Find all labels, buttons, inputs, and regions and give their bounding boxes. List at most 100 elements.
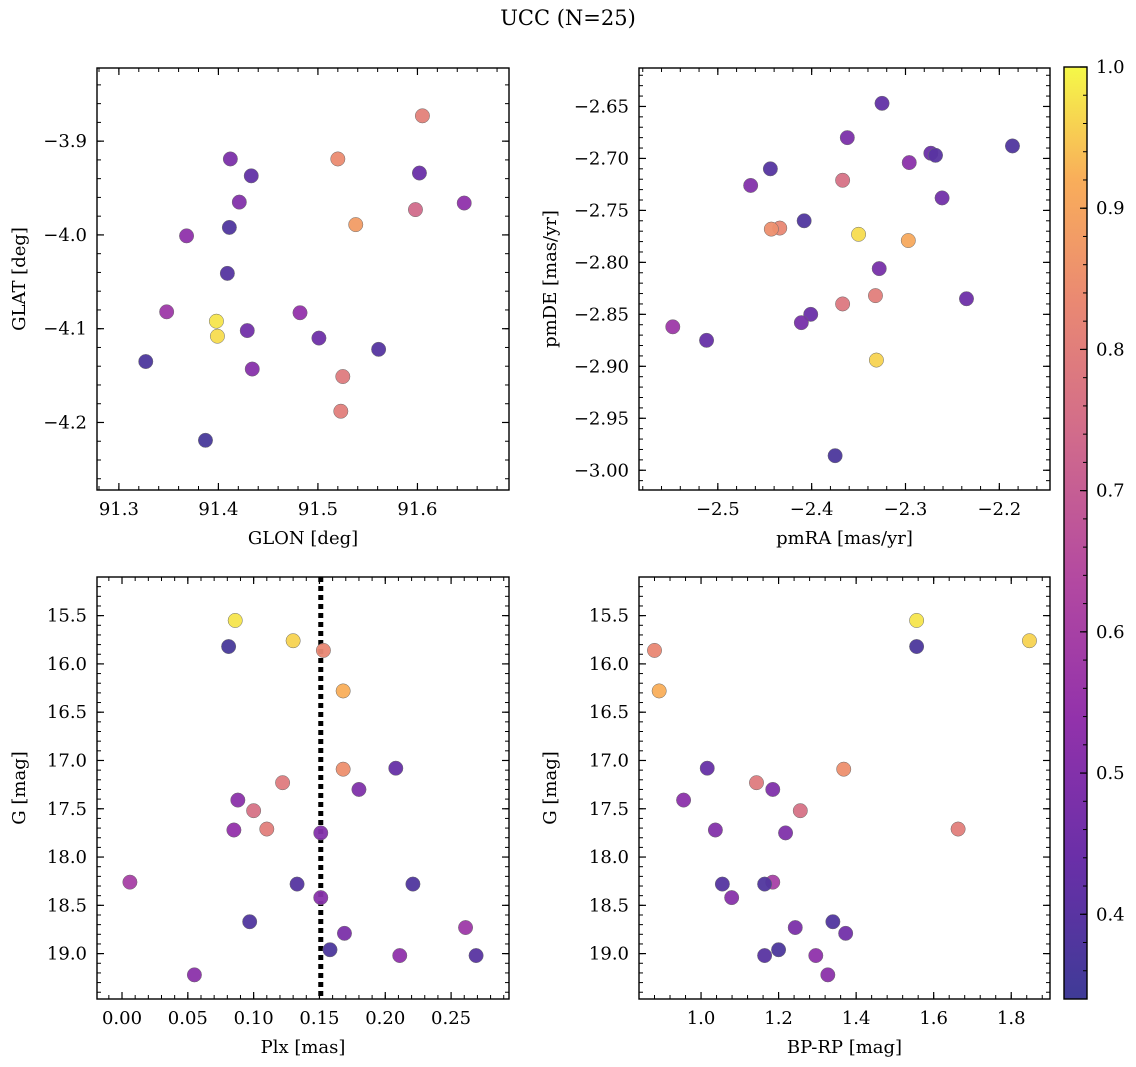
data-point — [186, 967, 202, 983]
data-point — [313, 890, 329, 906]
data-point — [315, 642, 331, 658]
data-point — [707, 822, 723, 838]
data-point — [950, 821, 966, 837]
x-tick-label: 1.6 — [919, 1008, 948, 1029]
data-point — [724, 890, 740, 906]
data-point — [414, 108, 430, 124]
x-tick-label: 91.5 — [298, 499, 338, 520]
data-point — [909, 613, 925, 628]
x-axis-label: pmRA [mas/yr] — [776, 528, 913, 549]
colorbar-tick-label: 0.4 — [1096, 904, 1125, 925]
y-axis-label: G [mag] — [540, 751, 561, 824]
data-point — [749, 775, 764, 791]
x-tick-label: 0.15 — [299, 1008, 339, 1029]
data-point — [335, 369, 351, 384]
data-point — [1005, 138, 1020, 154]
data-point — [227, 613, 243, 628]
data-point — [835, 296, 851, 312]
data-point — [838, 925, 854, 941]
data-point — [699, 760, 715, 776]
data-point — [771, 942, 787, 958]
axes-frame — [96, 67, 510, 491]
data-point — [647, 642, 662, 658]
data-point — [221, 639, 237, 654]
data-point — [405, 876, 421, 892]
y-tick-label: −4.0 — [43, 225, 87, 246]
data-point — [337, 925, 352, 941]
y-axis-label: pmDE [mas/yr] — [540, 210, 561, 348]
data-point — [179, 228, 195, 244]
data-point — [209, 328, 225, 344]
y-tick-label: 17.5 — [47, 799, 87, 820]
x-tick-label: 0.05 — [168, 1008, 208, 1029]
y-tick-label: 18.0 — [589, 847, 629, 868]
data-point — [243, 168, 259, 184]
data-point — [839, 130, 855, 146]
data-point — [1021, 633, 1037, 649]
data-point — [259, 821, 275, 837]
data-point — [651, 683, 667, 699]
data-point — [808, 948, 824, 963]
y-tick-label: 18.0 — [47, 847, 87, 868]
panel-2: −2.5 −2.4 −2.3 −2.2 −2.65 −2.70 −2.75 −2.80 −2.8… — [540, 67, 1051, 549]
data-point — [909, 639, 925, 654]
y-tick-label: 17.0 — [47, 750, 87, 771]
data-point — [208, 313, 224, 329]
data-point — [122, 874, 138, 890]
data-point — [900, 233, 916, 248]
data-point — [371, 341, 387, 357]
data-point — [411, 165, 427, 181]
y-tick-label: −2.95 — [574, 408, 629, 429]
data-point — [198, 432, 213, 448]
y-tick-label: 17.5 — [589, 799, 629, 820]
x-tick-label: 1.4 — [842, 1008, 871, 1029]
data-point — [757, 948, 773, 963]
y-tick-label: −2.85 — [574, 304, 629, 325]
x-tick-label: 0.20 — [365, 1008, 405, 1029]
y-tick-label: −2.90 — [574, 356, 629, 377]
y-tick-label: 15.5 — [47, 606, 87, 627]
data-point — [289, 876, 305, 892]
y-tick-label: −4.1 — [43, 319, 87, 340]
data-point — [335, 683, 351, 699]
data-point — [851, 226, 867, 242]
data-point — [292, 305, 308, 321]
axes-frame — [638, 576, 1051, 1000]
data-point — [239, 323, 255, 339]
data-point — [793, 315, 809, 331]
data-point — [901, 155, 917, 171]
data-point — [792, 803, 808, 819]
colorbar-tick-label: 0.5 — [1096, 763, 1125, 784]
y-tick-label: 16.0 — [47, 654, 87, 675]
data-point — [665, 319, 681, 335]
x-tick-label: 0.00 — [102, 1008, 142, 1029]
x-tick-label: 1.2 — [764, 1008, 793, 1029]
data-point — [835, 172, 851, 188]
y-tick-label: −2.65 — [574, 96, 629, 117]
x-tick-label: 1.8 — [997, 1008, 1026, 1029]
y-tick-label: −2.80 — [574, 252, 629, 273]
data-point — [330, 151, 346, 167]
x-tick-label: 91.6 — [397, 499, 437, 520]
data-point — [458, 920, 474, 935]
data-point — [959, 291, 974, 307]
data-point — [313, 825, 329, 841]
x-axis-label: Plx [mas] — [261, 1037, 346, 1058]
data-point — [246, 803, 262, 819]
y-axis-label: G [mag] — [9, 751, 30, 824]
data-point — [219, 265, 235, 281]
data-point — [275, 775, 291, 791]
data-point — [244, 361, 260, 377]
data-point — [874, 95, 890, 111]
data-point — [820, 967, 836, 983]
colorbar-tick-label: 0.6 — [1096, 622, 1125, 643]
y-tick-label: −4.2 — [43, 412, 87, 433]
x-tick-label: −2.3 — [884, 499, 928, 520]
x-tick-label: 0.25 — [431, 1008, 471, 1029]
axes-frame — [96, 576, 510, 1000]
data-point — [468, 948, 484, 963]
colorbar-tick-label: 1.0 — [1096, 57, 1125, 78]
data-point — [928, 147, 943, 163]
data-point — [138, 354, 154, 369]
